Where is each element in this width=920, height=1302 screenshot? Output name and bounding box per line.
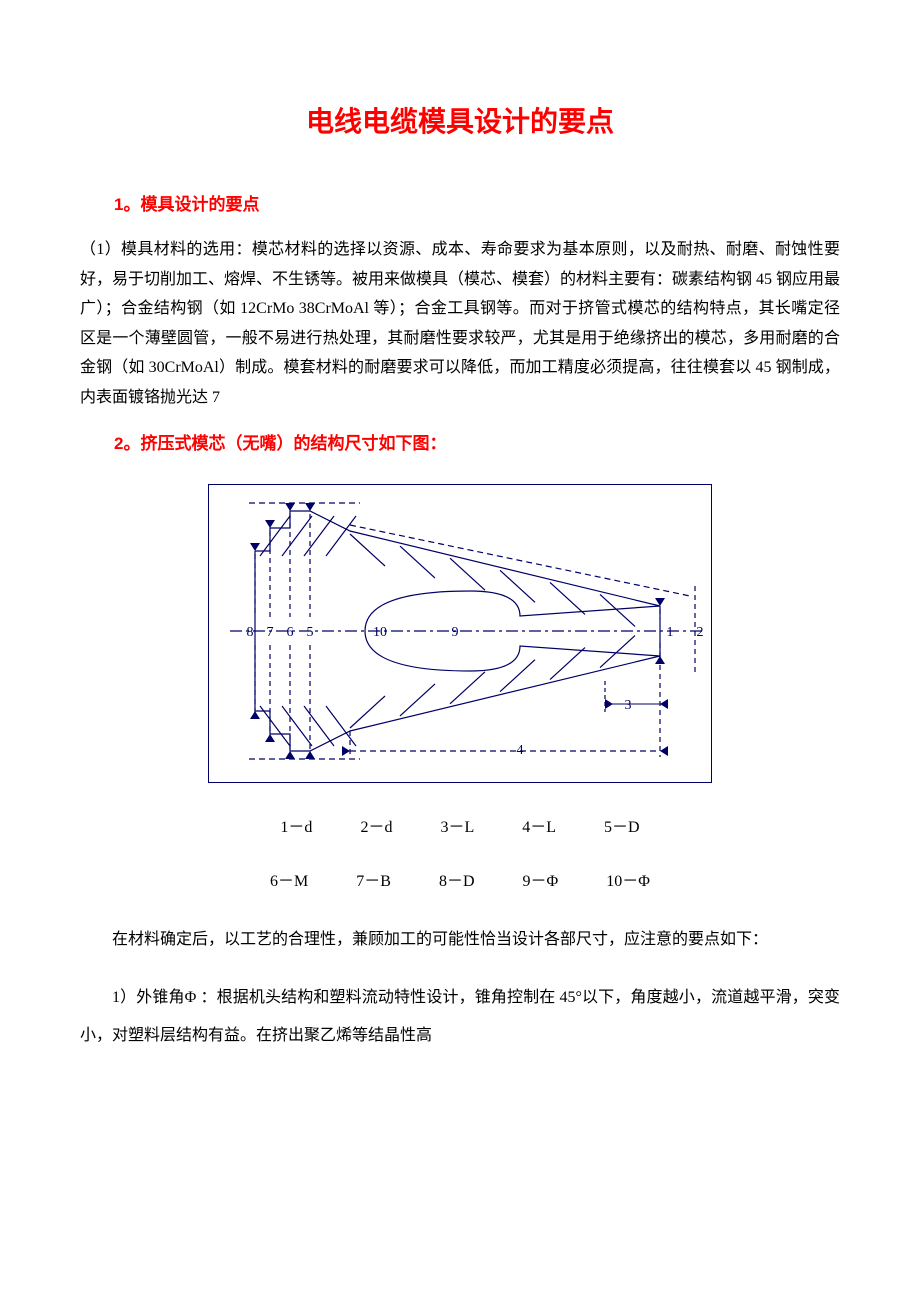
diagram-container: 8765 10 9 1 2 3 4 [80,484,840,783]
legend-row-1: 1－d 2－d 3－L 4－L 5－D [80,813,840,837]
svg-text:2: 2 [697,625,704,640]
page-title: 电线电缆模具设计的要点 [80,100,840,140]
legend-item: 5－D [604,813,640,837]
svg-text:8: 8 [247,625,254,640]
legend-item: 10－Φ [606,867,650,891]
svg-text:10: 10 [373,625,387,640]
legend-item: 4－L [522,813,556,837]
svg-text:1: 1 [667,625,674,640]
section2-heading: 2。挤压式模芯（无嘴）的结构尺寸如下图： [80,429,840,454]
svg-text:3: 3 [625,698,632,713]
legend-item: 2－d [360,813,392,837]
svg-text:7: 7 [267,625,274,640]
svg-text:5: 5 [307,625,314,640]
section2-paragraph-after: 在材料确定后，以工艺的合理性，兼顾加工的可能性恰当设计各部尺寸，应注意的要点如下… [80,921,840,959]
legend-row-2: 6－M 7－B 8－D 9－Φ 10－Φ [80,867,840,891]
svg-text:9: 9 [452,625,459,640]
svg-text:6: 6 [287,625,294,640]
section1-heading: 1。模具设计的要点 [80,190,840,215]
legend-item: 9－Φ [523,867,559,891]
section2-subsection1: 1）外锥角Φ ：根据机头结构和塑料流动特性设计，锥角控制在 45°以下，角度越小… [80,979,840,1056]
legend-item: 3－L [440,813,474,837]
svg-text:4: 4 [517,743,524,758]
legend-item: 6－M [270,867,308,891]
legend-item: 1－d [280,813,312,837]
die-core-diagram: 8765 10 9 1 2 3 4 [210,486,710,776]
legend-item: 7－B [356,867,391,891]
legend-item: 8－D [439,867,475,891]
diagram-border: 8765 10 9 1 2 3 4 [208,484,712,783]
section1-paragraph: （1）模具材料的选用：模芯材料的选择以资源、成本、寿命要求为基本原则，以及耐热、… [80,235,840,413]
